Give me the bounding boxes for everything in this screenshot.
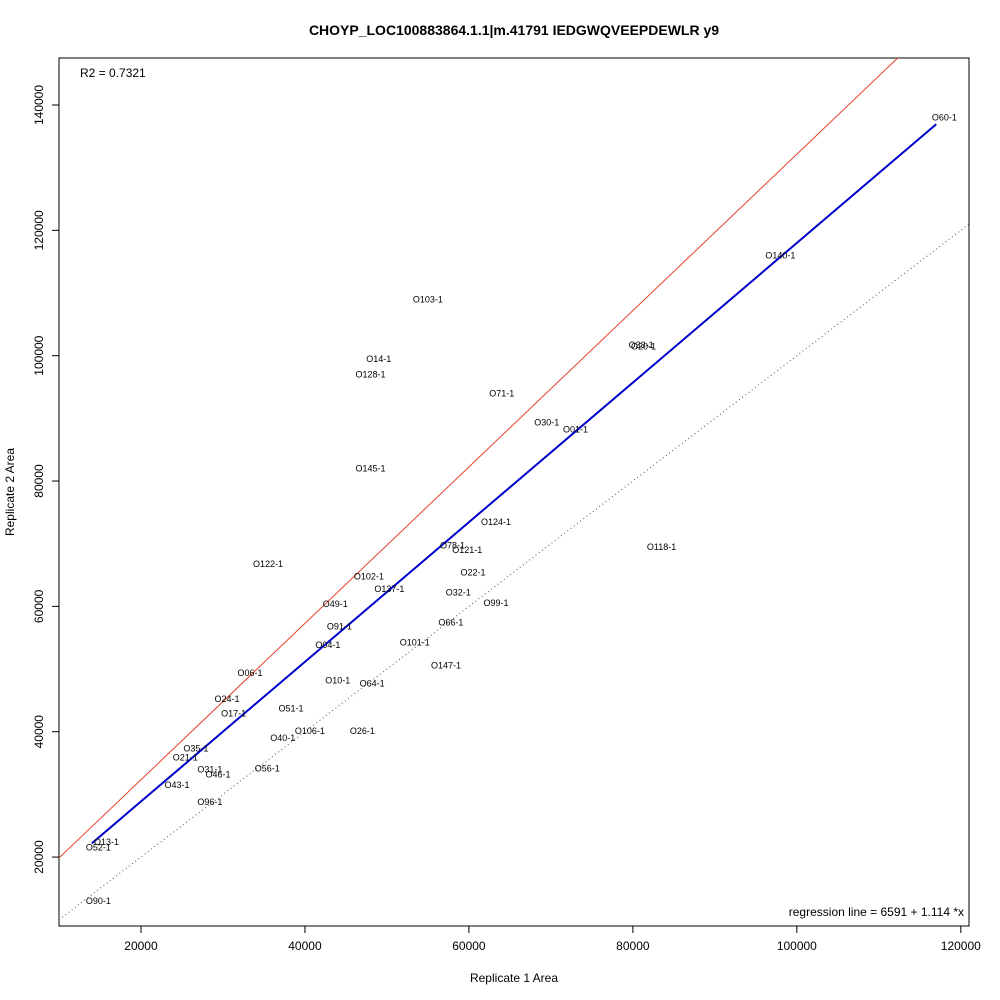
x-tick-label: 60000 xyxy=(452,939,486,953)
data-point-label: O66-1 xyxy=(438,618,463,628)
x-axis: 20000 40000 60000 80000 100000 120000 xyxy=(124,925,981,953)
r2-annotation: R2 = 0.7321 xyxy=(80,66,146,80)
data-point-label: O33-1 xyxy=(629,340,654,350)
data-point-label: O78-1 xyxy=(440,541,465,551)
x-tick-label: 80000 xyxy=(616,939,650,953)
regression-line xyxy=(91,123,937,845)
data-point-label: O122-1 xyxy=(253,559,283,569)
data-point-label: O31-1 xyxy=(197,764,222,774)
data-point-label: O20-1 xyxy=(631,341,656,351)
data-point-label: O91-1 xyxy=(327,621,352,631)
data-point-label: O124-1 xyxy=(481,517,511,527)
y-tick-label: 100000 xyxy=(32,335,46,375)
y-axis-label: Replicate 2 Area xyxy=(3,448,17,536)
data-point-label: O26-1 xyxy=(350,726,375,736)
x-tick-label: 100000 xyxy=(777,939,817,953)
data-point-label: O32-1 xyxy=(446,588,471,598)
data-point-label: O60-1 xyxy=(932,113,957,123)
plot-frame xyxy=(58,57,970,927)
data-point-label: O43-1 xyxy=(165,780,190,790)
data-point-label: O103-1 xyxy=(413,294,443,304)
x-tick-label: 40000 xyxy=(288,939,322,953)
data-point-label: O49-1 xyxy=(323,599,348,609)
identity-line xyxy=(59,223,969,921)
data-point-label: O90-1 xyxy=(86,896,111,906)
data-point-label: O01-1 xyxy=(563,425,588,435)
data-point-label: O99-1 xyxy=(483,598,508,608)
upper-bound-line xyxy=(59,58,899,859)
x-tick-label: 120000 xyxy=(941,939,981,953)
data-point-label: O121-1 xyxy=(452,545,482,555)
data-point-label: O96-1 xyxy=(197,797,222,807)
y-tick-label: 80000 xyxy=(32,464,46,498)
data-point-label: O145-1 xyxy=(356,463,386,473)
y-tick-label: 40000 xyxy=(32,715,46,749)
data-point-label: O106-1 xyxy=(295,726,325,736)
data-point-label: O52-1 xyxy=(86,843,111,853)
y-tick-label: 120000 xyxy=(32,210,46,250)
data-point-label: O137-1 xyxy=(374,584,404,594)
x-axis-label: Replicate 1 Area xyxy=(470,971,558,985)
data-point-label: O56-1 xyxy=(255,764,280,774)
data-point-label: O102-1 xyxy=(354,571,384,581)
data-point-label: O04-1 xyxy=(315,640,340,650)
data-point-label: O118-1 xyxy=(647,542,676,552)
regression-annotation: regression line = 6591 + 1.114 *x xyxy=(789,905,964,919)
data-point-label: O140-1 xyxy=(765,250,795,260)
data-point-label: O128-1 xyxy=(356,369,386,379)
data-point-label: O71-1 xyxy=(489,388,514,398)
y-tick-label: 60000 xyxy=(32,589,46,623)
reference-lines xyxy=(59,58,969,921)
y-tick-label: 140000 xyxy=(32,85,46,125)
chart-title: CHOYP_LOC100883864.1.1|m.41791 IEDGWQVEE… xyxy=(309,22,719,38)
data-point-label: O35-1 xyxy=(183,744,208,754)
data-point-label: O17-1 xyxy=(221,709,246,719)
data-point-label: O51-1 xyxy=(279,704,304,714)
data-point-label: O22-1 xyxy=(461,568,486,578)
data-point-label: O101-1 xyxy=(400,638,430,648)
y-axis: 20000 40000 60000 80000 100000 120000 140000 xyxy=(32,85,60,874)
data-point-label: O147-1 xyxy=(431,660,461,670)
data-point-label: O21-1 xyxy=(173,752,198,762)
data-point-label: O13-1 xyxy=(94,837,119,847)
data-point-label: O46-1 xyxy=(206,769,231,779)
data-point-label: O14-1 xyxy=(366,354,391,364)
y-tick-label: 20000 xyxy=(32,840,46,874)
data-point-label: O24-1 xyxy=(215,694,240,704)
data-point-label: O40-1 xyxy=(270,733,295,743)
data-point-label: O06-1 xyxy=(238,668,263,678)
data-point-label: O64-1 xyxy=(360,678,385,688)
data-point-label: O30-1 xyxy=(534,418,559,428)
data-point-label: O10-1 xyxy=(325,675,350,685)
x-tick-label: 20000 xyxy=(124,939,158,953)
